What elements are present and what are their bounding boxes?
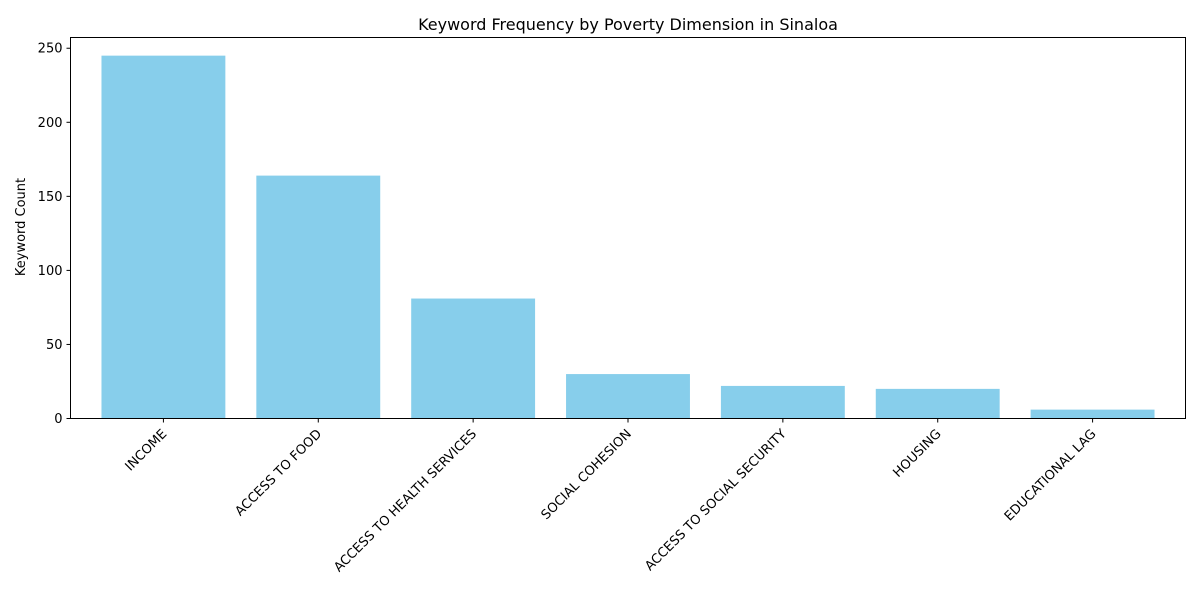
- y-tick-label: 50: [46, 338, 63, 353]
- y-tick-label: 0: [54, 412, 62, 427]
- y-ticks-group: 0 50 100 150 200 250: [38, 42, 71, 427]
- chart-title: Keyword Frequency by Poverty Dimension i…: [418, 15, 838, 34]
- y-tick-label: 250: [38, 42, 63, 57]
- bar-access-to-food: [256, 175, 381, 419]
- y-tick-label: 100: [38, 264, 63, 279]
- y-tick-label: 200: [38, 116, 63, 131]
- y-tick-label: 150: [38, 190, 63, 205]
- plot-frame: [70, 37, 1186, 419]
- bar-social-cohesion: [566, 374, 690, 419]
- y-axis-title: Keyword Count: [14, 178, 29, 276]
- bar-educational-lag: [1030, 409, 1155, 419]
- bar-income: [101, 55, 226, 419]
- bar-access-to-social-security: [720, 385, 845, 419]
- bars-group: [101, 55, 1155, 419]
- bar-access-to-health-services: [411, 298, 536, 419]
- bar-housing: [875, 388, 1000, 419]
